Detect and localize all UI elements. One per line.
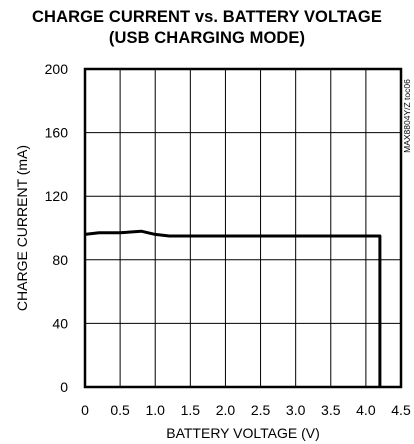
- x-tick-label: 2.5: [251, 402, 271, 418]
- series-line: [84, 229, 382, 387]
- y-tick-label: 80: [52, 252, 68, 268]
- x-tick-label: 1.5: [181, 402, 201, 418]
- figure-id-annotation: MAX8804Y/Z toc06: [402, 79, 412, 153]
- grid-lines: [85, 69, 401, 387]
- y-axis-label: CHARGE CURRENT (mA): [14, 145, 30, 311]
- x-tick-label: 4.5: [391, 402, 411, 418]
- x-tick-label: 0: [81, 402, 89, 418]
- y-tick-label: 200: [45, 61, 69, 77]
- y-tick-labels: 0 40 80 120 160 200: [45, 61, 69, 395]
- series-layer: [84, 229, 382, 387]
- chart-title-block: CHARGE CURRENT vs. BATTERY VOLTAGE (USB …: [0, 7, 414, 49]
- y-tick-label: 160: [45, 125, 69, 141]
- chart-title: CHARGE CURRENT vs. BATTERY VOLTAGE: [32, 8, 382, 26]
- x-axis-label: BATTERY VOLTAGE (V): [166, 425, 320, 441]
- x-tick-label: 3.0: [286, 402, 306, 418]
- x-tick-labels: 0 0.5 1.0 1.5 2.0 2.5 3.0 3.5 4.0 4.5: [81, 402, 411, 418]
- x-tick-label: 0.5: [110, 402, 130, 418]
- y-tick-label: 0: [60, 379, 68, 395]
- plot-frame: [83, 67, 403, 389]
- y-tick-label: 120: [45, 188, 69, 204]
- x-tick-label: 4.0: [356, 402, 376, 418]
- y-tick-label: 40: [52, 315, 68, 331]
- chart-subtitle: (USB CHARGING MODE): [108, 29, 306, 47]
- x-tick-label: 3.5: [321, 402, 341, 418]
- x-tick-label: 2.0: [216, 402, 236, 418]
- x-tick-label: 1.0: [145, 402, 165, 418]
